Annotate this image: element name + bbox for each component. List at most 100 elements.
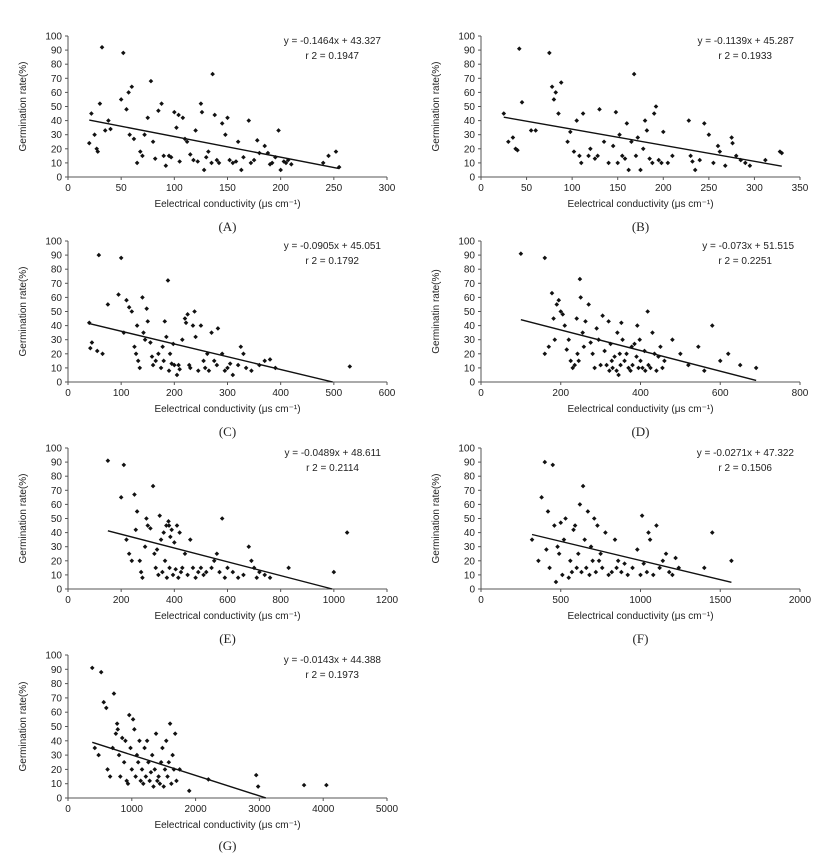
y-tick-label: 90 bbox=[464, 46, 476, 57]
y-axis-title: Germination rate(%) bbox=[431, 61, 442, 151]
data-point bbox=[195, 159, 201, 164]
x-axis-title: Eelectrical conductivity (μs cm⁻¹) bbox=[567, 611, 713, 622]
regression-equation: y = -0.0905x + 45.051 bbox=[284, 241, 382, 252]
data-point bbox=[137, 365, 143, 371]
data-point bbox=[246, 544, 252, 549]
data-point bbox=[141, 330, 146, 335]
y-tick-label: 40 bbox=[464, 321, 476, 332]
data-point bbox=[550, 462, 556, 468]
x-tick-label: 150 bbox=[609, 183, 626, 194]
data-point bbox=[206, 368, 212, 374]
panel-label: (B) bbox=[632, 219, 649, 234]
data-point bbox=[622, 156, 628, 161]
data-point bbox=[604, 362, 609, 368]
data-point bbox=[615, 160, 621, 166]
data-point bbox=[182, 316, 188, 321]
data-point bbox=[230, 160, 236, 166]
data-point bbox=[187, 365, 193, 371]
data-point bbox=[654, 368, 659, 374]
data-point bbox=[717, 149, 723, 154]
data-point bbox=[777, 149, 783, 154]
data-point bbox=[344, 530, 350, 535]
data-point bbox=[580, 483, 586, 489]
data-point bbox=[663, 551, 669, 557]
data-point bbox=[709, 530, 715, 535]
data-point bbox=[660, 129, 666, 135]
data-point bbox=[549, 84, 555, 90]
data-point bbox=[333, 149, 339, 154]
data-point bbox=[159, 101, 164, 106]
data-point bbox=[565, 139, 570, 145]
data-point bbox=[255, 784, 261, 789]
data-point bbox=[124, 537, 129, 542]
data-point bbox=[165, 774, 170, 779]
data-point bbox=[169, 361, 174, 366]
data-point bbox=[539, 495, 544, 500]
data-point bbox=[158, 365, 164, 371]
data-point bbox=[597, 107, 602, 112]
data-point bbox=[145, 115, 151, 121]
data-point bbox=[235, 575, 241, 581]
data-point bbox=[145, 319, 151, 324]
data-point bbox=[123, 738, 128, 744]
data-point bbox=[729, 558, 734, 564]
data-point bbox=[515, 147, 520, 153]
data-point bbox=[639, 513, 645, 518]
data-point bbox=[184, 139, 190, 145]
data-point bbox=[98, 669, 104, 675]
data-point bbox=[120, 50, 126, 56]
data-point bbox=[600, 313, 605, 319]
data-point bbox=[717, 358, 723, 364]
data-point bbox=[169, 527, 174, 533]
data-point bbox=[670, 337, 675, 342]
data-point bbox=[603, 530, 608, 535]
scatter-panel-a: 0 10 20 30 40 50 60 70 80 90 100 0 50 100 150 200 250 300… bbox=[18, 32, 396, 235]
x-tick-label: 250 bbox=[701, 183, 718, 194]
data-point bbox=[121, 759, 127, 765]
data-point bbox=[176, 575, 181, 581]
data-point bbox=[150, 139, 156, 145]
y-tick-label: 80 bbox=[51, 265, 63, 276]
data-point bbox=[581, 344, 587, 350]
x-tick-label: 3000 bbox=[248, 804, 271, 815]
x-axis-title: Eelectrical conductivity (μs cm⁻¹) bbox=[154, 820, 300, 831]
data-point bbox=[583, 319, 588, 324]
data-point bbox=[204, 351, 210, 357]
data-point bbox=[586, 153, 591, 159]
data-point bbox=[140, 781, 146, 786]
data-point bbox=[138, 778, 144, 784]
data-point bbox=[129, 84, 135, 90]
data-point bbox=[529, 537, 535, 542]
data-point bbox=[153, 731, 159, 736]
data-point bbox=[560, 572, 565, 578]
data-point bbox=[583, 565, 589, 571]
data-point bbox=[99, 44, 105, 50]
data-point bbox=[542, 459, 548, 465]
data-point bbox=[595, 523, 600, 528]
data-point bbox=[630, 565, 635, 571]
data-point bbox=[206, 149, 211, 154]
data-point bbox=[628, 368, 633, 374]
x-tick-label: 300 bbox=[746, 183, 763, 194]
data-point bbox=[225, 115, 230, 121]
x-tick-label: 150 bbox=[219, 183, 236, 194]
y-tick-label: 80 bbox=[51, 472, 63, 483]
data-point bbox=[626, 365, 631, 371]
panel-label: (C) bbox=[219, 424, 236, 439]
data-point bbox=[289, 162, 294, 167]
data-point bbox=[542, 255, 548, 261]
data-point bbox=[763, 157, 768, 163]
y-tick-label: 10 bbox=[464, 158, 476, 169]
data-point bbox=[148, 769, 154, 775]
data-point bbox=[157, 781, 163, 786]
y-tick-label: 40 bbox=[464, 528, 476, 539]
data-point bbox=[187, 537, 193, 542]
y-tick-label: 100 bbox=[458, 444, 475, 455]
data-point bbox=[570, 365, 576, 371]
data-point bbox=[126, 551, 132, 557]
data-point bbox=[94, 348, 100, 354]
data-point bbox=[190, 565, 196, 571]
data-point bbox=[251, 157, 257, 163]
y-tick-label: 60 bbox=[464, 293, 476, 304]
data-point bbox=[222, 368, 228, 374]
